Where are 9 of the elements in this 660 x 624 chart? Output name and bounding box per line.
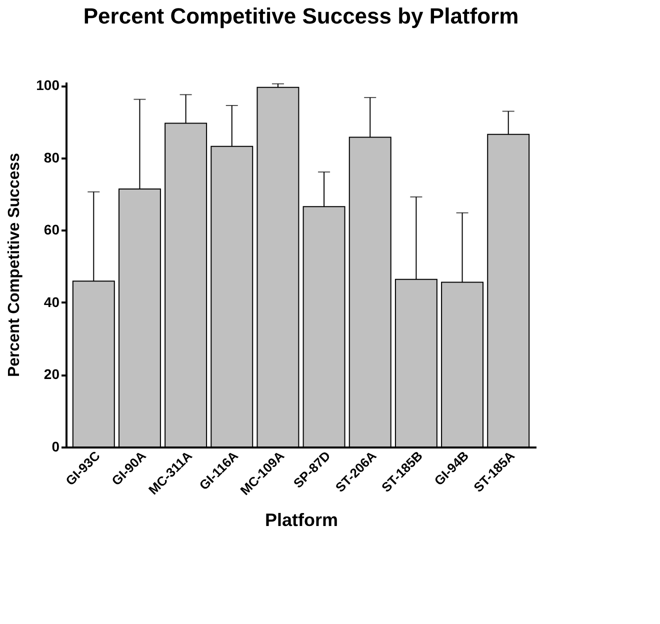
chart-title: Percent Competitive Success by Platform — [83, 4, 519, 29]
y-tick-label: 100 — [36, 77, 60, 94]
y-tick-label: 40 — [44, 294, 60, 310]
y-axis-title: Percent Competitive Success — [6, 152, 24, 378]
y-tick-label: 60 — [44, 222, 60, 238]
y-tick-label: 20 — [44, 366, 60, 382]
y-tick-label: 80 — [44, 149, 60, 166]
y-tick-label: 0 — [52, 438, 60, 454]
x-axis-title: Platform — [264, 510, 338, 530]
